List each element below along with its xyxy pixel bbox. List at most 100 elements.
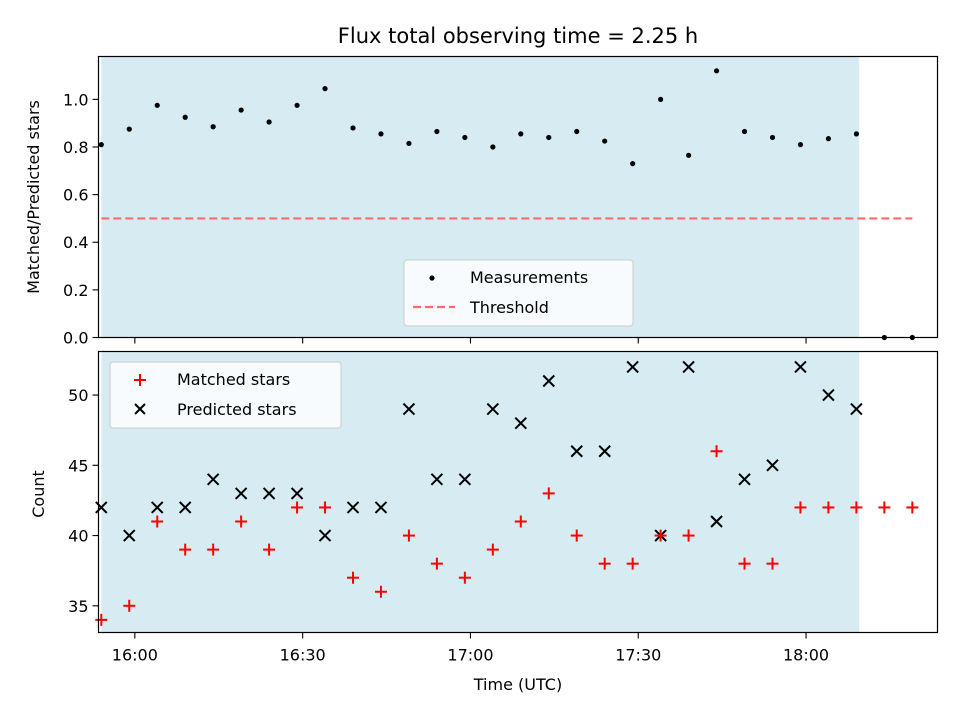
measurement-point bbox=[322, 86, 328, 92]
measurement-point bbox=[797, 142, 804, 148]
matched-star-point bbox=[878, 501, 891, 514]
matched-star-point bbox=[458, 571, 471, 584]
predicted-star-point bbox=[626, 360, 639, 374]
count-panel: 35 40 45 50 16:00 16:30 17:00 17:30 18:00 Count… bbox=[29, 350, 939, 694]
matched-star-point bbox=[207, 543, 220, 556]
measurements-legend-marker bbox=[429, 275, 435, 281]
predicted-star-point bbox=[178, 501, 192, 514]
matched-legend-marker bbox=[134, 374, 146, 386]
measurement-point bbox=[574, 128, 580, 135]
matched-star-point bbox=[738, 557, 751, 570]
matched-star-point bbox=[486, 543, 499, 556]
measurement-point bbox=[462, 134, 468, 141]
ratio-legend-box bbox=[403, 259, 634, 327]
matched-star-point bbox=[514, 515, 527, 528]
predicted-star-point bbox=[570, 445, 583, 458]
ratio-y-tick-label: 0.6 bbox=[63, 186, 88, 205]
count-x-tick-label: 17:30 bbox=[615, 646, 661, 665]
predicted-star-point bbox=[123, 529, 136, 542]
count-y-tick-label: 40 bbox=[68, 527, 88, 546]
measurement-point bbox=[350, 125, 356, 131]
predicted-star-point bbox=[234, 487, 248, 500]
count-y-tick-label: 50 bbox=[68, 386, 88, 405]
predicted-legend-marker bbox=[134, 403, 146, 415]
matched-star-point bbox=[654, 529, 667, 542]
predicted-star-point bbox=[458, 473, 472, 486]
measurement-point bbox=[546, 134, 552, 141]
measurement-point bbox=[602, 138, 608, 144]
measurement-point bbox=[658, 96, 664, 102]
threshold-legend-label: Threshold bbox=[469, 298, 549, 317]
predicted-star-point bbox=[206, 473, 220, 486]
matched-star-point bbox=[626, 557, 639, 570]
count-y-tick-label: 45 bbox=[68, 456, 88, 475]
matched-star-point bbox=[850, 501, 863, 514]
measurement-point bbox=[210, 124, 216, 130]
predicted-star-point bbox=[766, 459, 779, 472]
predicted-star-point bbox=[514, 416, 528, 430]
x-axis-label: Time (UTC) bbox=[473, 675, 562, 694]
matched-star-point bbox=[95, 613, 108, 626]
ratio-plot-area bbox=[98, 68, 915, 341]
matched-star-point bbox=[346, 571, 359, 584]
measurement-point bbox=[378, 131, 384, 137]
count-legend-box bbox=[109, 361, 342, 429]
measurement-point bbox=[126, 126, 132, 132]
predicted-star-point bbox=[822, 388, 835, 402]
count-y-axis-label: Count bbox=[29, 470, 48, 518]
matched-star-point bbox=[235, 515, 248, 528]
count-x-tick-label: 16:00 bbox=[112, 646, 158, 665]
ratio-panel: 0.0 0.2 0.4 0.6 0.8 1.0 Matched/Predicted sta… bbox=[24, 55, 939, 348]
predicted-star-point bbox=[850, 402, 863, 416]
ratio-y-tick-label: 0.8 bbox=[63, 138, 88, 157]
measurement-point bbox=[825, 136, 832, 142]
count-x-tick-label: 16:30 bbox=[280, 646, 326, 665]
predicted-star-point bbox=[710, 515, 723, 528]
ratio-y-tick-label: 0.4 bbox=[63, 233, 88, 252]
ratio-y-ticks: 0.0 0.2 0.4 0.6 0.8 1.0 bbox=[63, 90, 99, 348]
measurement-point bbox=[154, 102, 160, 108]
matched-star-point bbox=[151, 515, 164, 528]
count-y-tick-label: 35 bbox=[68, 597, 88, 616]
measurement-point bbox=[182, 114, 188, 120]
matched-star-point bbox=[430, 557, 443, 570]
predicted-star-point bbox=[794, 360, 807, 374]
matched-star-point bbox=[906, 501, 919, 514]
predicted-star-point bbox=[346, 501, 360, 514]
count-x-ticks: 16:00 16:30 17:00 17:30 18:00 bbox=[112, 632, 829, 665]
measurements-legend-label: Measurements bbox=[470, 268, 588, 287]
matched-star-point bbox=[766, 557, 779, 570]
predicted-star-point bbox=[402, 402, 416, 416]
matched-star-point bbox=[374, 585, 387, 598]
matched-star-point bbox=[542, 487, 555, 500]
predicted-star-point bbox=[318, 529, 332, 542]
ratio-plot-frame bbox=[97, 55, 939, 339]
measurement-point bbox=[294, 102, 300, 108]
predicted-star-point bbox=[682, 360, 695, 374]
predicted-star-point bbox=[486, 402, 500, 416]
predicted-star-point bbox=[374, 501, 388, 514]
measurement-point bbox=[713, 68, 720, 74]
measurement-point bbox=[266, 119, 272, 125]
matched-star-point bbox=[710, 445, 723, 458]
count-legend: Matched stars Predicted stars bbox=[109, 361, 342, 429]
predicted-star-point bbox=[290, 487, 304, 500]
chart-title: Flux total observing time = 2.25 h bbox=[338, 24, 698, 48]
predicted-star-point bbox=[151, 501, 164, 514]
matched-star-point bbox=[291, 501, 304, 514]
matched-legend-label: Matched stars bbox=[177, 370, 290, 389]
predicted-legend-label: Predicted stars bbox=[177, 400, 297, 419]
predicted-star-point bbox=[598, 445, 611, 458]
ratio-x-ticks bbox=[134, 337, 807, 344]
count-y-ticks: 35 40 45 50 bbox=[68, 386, 99, 616]
measurement-point bbox=[406, 140, 412, 147]
predicted-star-point bbox=[262, 487, 276, 500]
count-plot-frame bbox=[97, 350, 939, 634]
matched-star-point bbox=[682, 529, 695, 542]
count-x-tick-label: 18:00 bbox=[783, 646, 829, 665]
matched-star-point bbox=[822, 501, 835, 514]
ratio-y-tick-label: 1.0 bbox=[63, 90, 88, 109]
measurement-point bbox=[434, 128, 440, 135]
predicted-star-point bbox=[95, 501, 108, 514]
